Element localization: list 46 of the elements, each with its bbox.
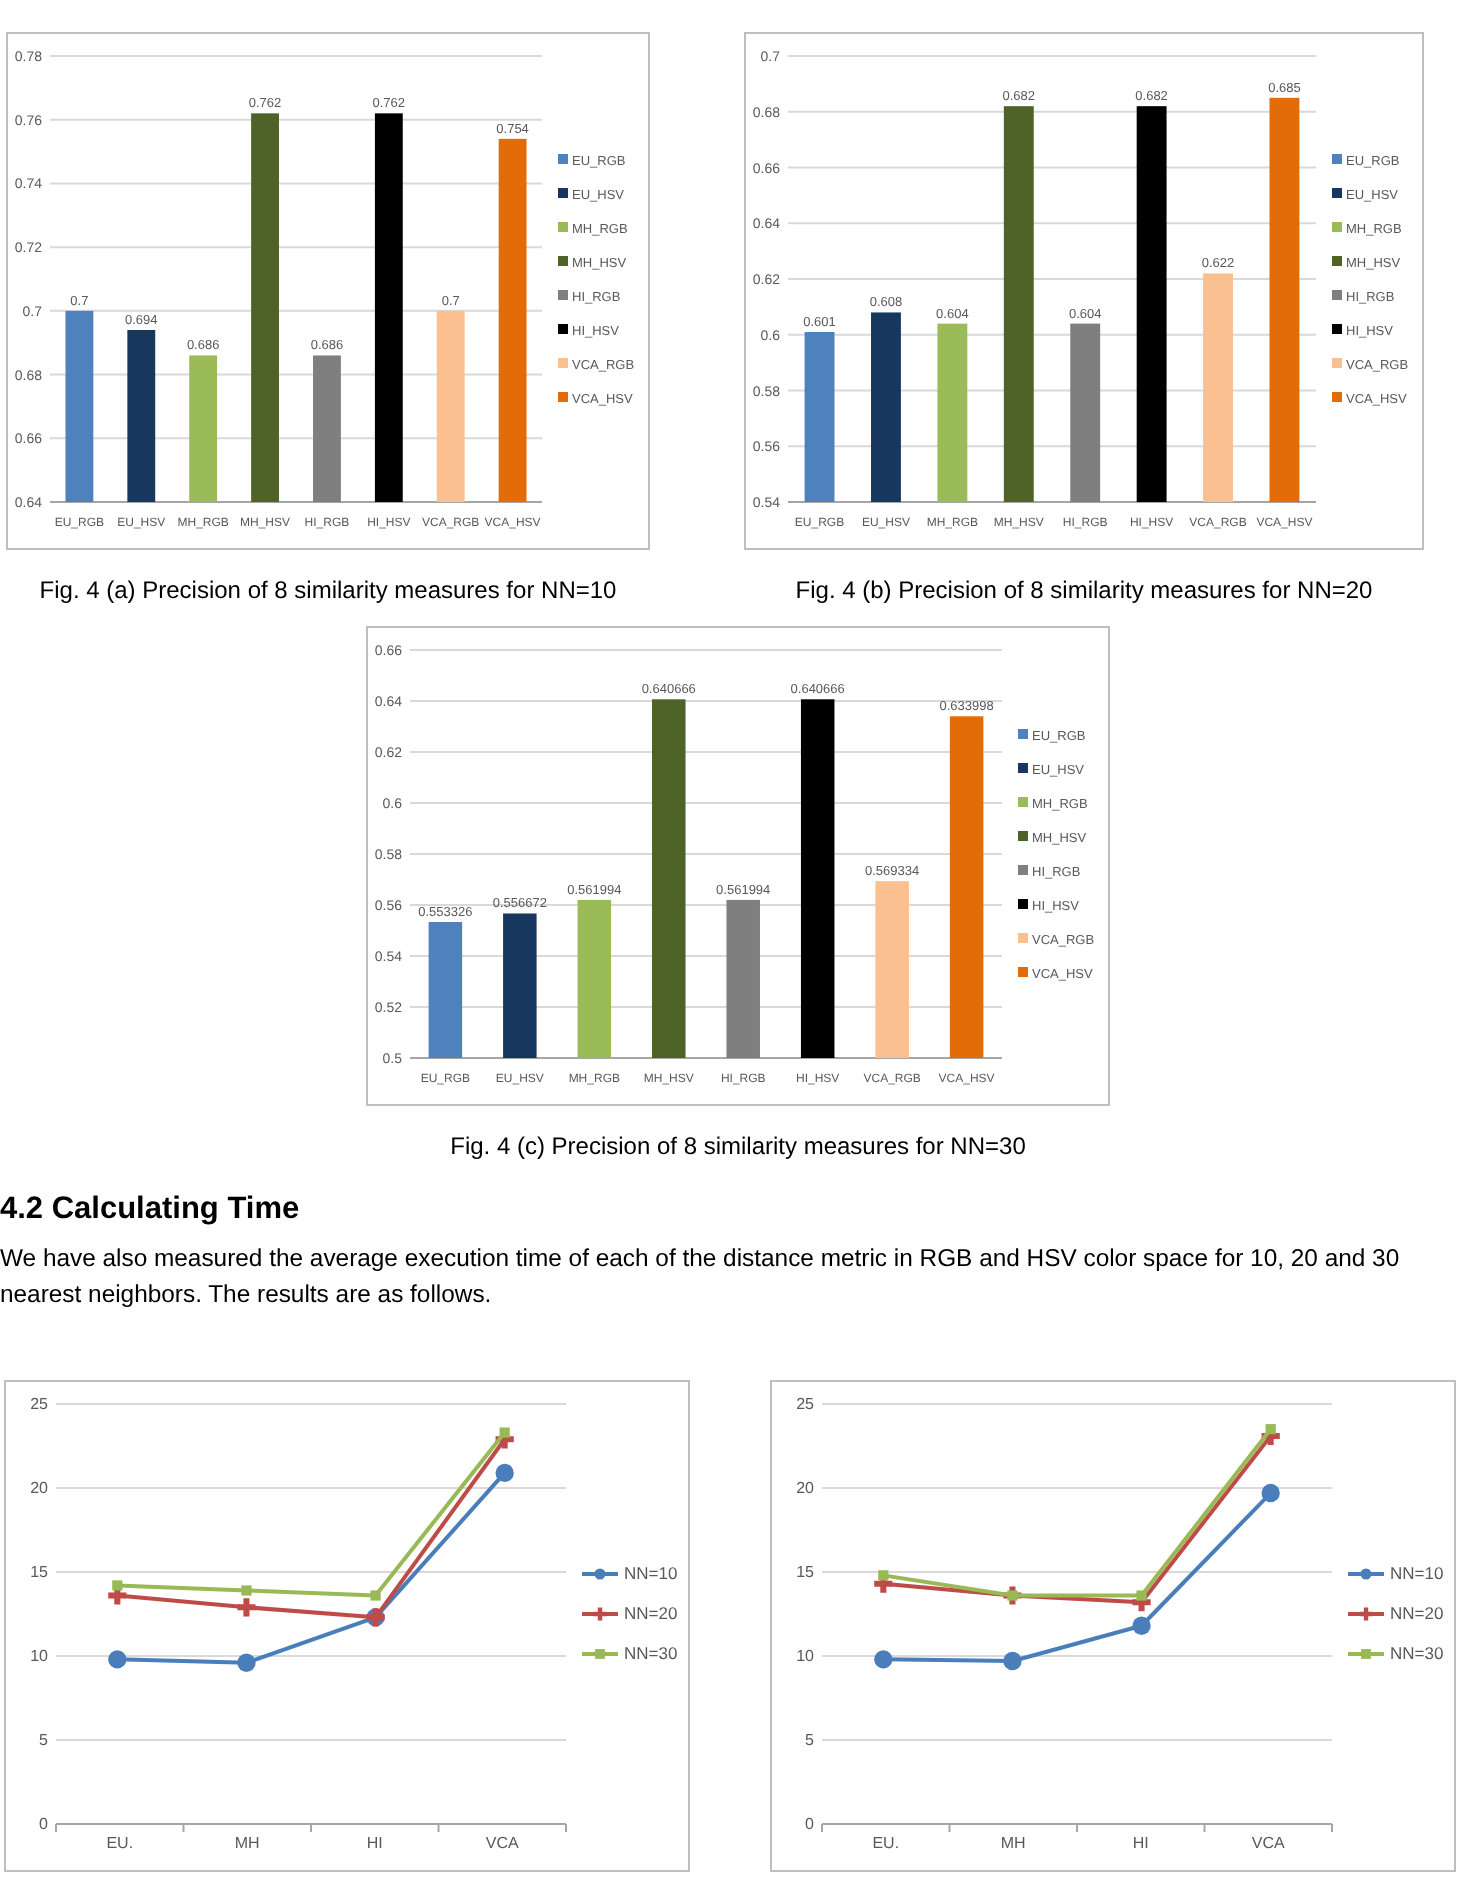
point [241,1585,252,1596]
point [878,1570,889,1581]
x-tick-label: VCA [485,1834,521,1852]
x-tick-label: VCA [1251,1834,1287,1852]
point [1136,1590,1147,1601]
text: 4.2 Calculating Time [0,1192,302,1228]
y-tick-label: 15 [30,1563,50,1581]
x-tick-label: EU. [872,1834,900,1852]
y-tick-label: 0 [805,1815,816,1833]
text: Fig. 4 (a) Precision of 8 similarity measures for NN=10 [39,576,617,604]
y-tick-label: 20 [796,1479,816,1497]
legend-label: NN=30 [1390,1643,1444,1663]
x-tick-label: HI [366,1834,383,1852]
y-tick-label: 5 [805,1731,816,1749]
legend-label: NN=20 [1390,1603,1444,1623]
legend-label: NN=30 [624,1643,678,1663]
point [495,1463,514,1483]
point [112,1580,123,1591]
point [1265,1424,1276,1435]
y-tick-label: 15 [796,1563,816,1581]
point [1261,1483,1280,1503]
legend-label: NN=10 [1390,1563,1444,1583]
x-tick-label: HI [1132,1834,1149,1852]
point [1132,1616,1151,1635]
point [874,1650,893,1669]
y-tick-label: 10 [30,1647,50,1665]
y-tick-label: 25 [30,1395,50,1413]
y-tick-label: 5 [39,1731,50,1749]
x-tick-label: MH [1000,1834,1027,1852]
y-tick-label: 10 [796,1647,816,1665]
text: We have also measured the average execution time of each of the distance metric in RGB and HSV color space for 10, 20 and 30 nearest neighbors. The results are as follows. [0,1242,1402,1312]
point [370,1590,381,1601]
x-tick-label: EU. [106,1834,134,1852]
point [237,1598,256,1617]
y-tick-label: 25 [796,1395,816,1413]
legend-label: NN=20 [624,1603,678,1623]
point [1003,1651,1022,1671]
legend-label: NN=10 [624,1563,678,1583]
point [108,1650,127,1669]
text: Fig. 4 (b) Precision of 8 similarity measures for NN=20 [795,576,1373,604]
text: Fig. 4 (c) Precision of 8 similarity measures for NN=30 [450,1132,1026,1160]
x-tick-label: MH [234,1834,261,1852]
y-tick-label: 0 [39,1815,50,1833]
y-tick-label: 20 [30,1479,50,1497]
point [499,1427,510,1438]
point [237,1653,256,1672]
